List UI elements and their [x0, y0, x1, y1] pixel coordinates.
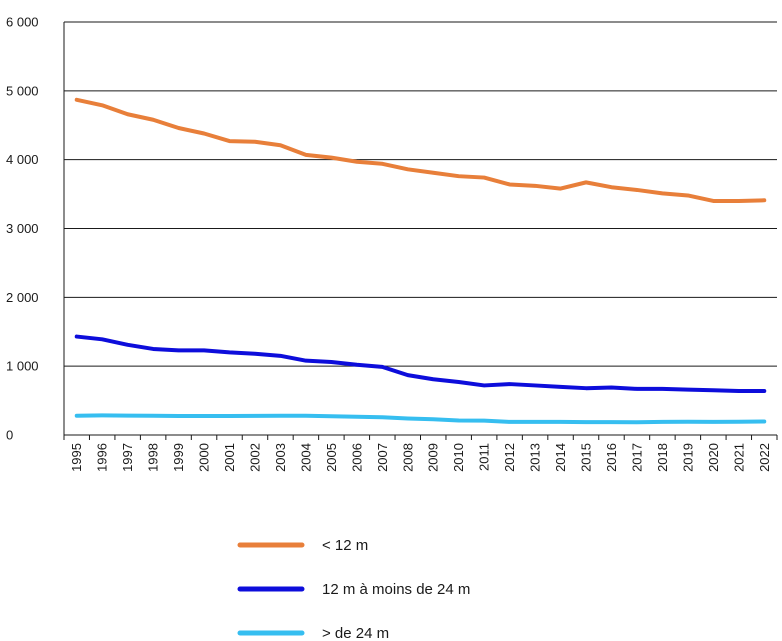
- x-tick-label: 2019: [680, 443, 695, 472]
- x-tick-label: 2017: [629, 443, 644, 472]
- x-tick-label: 1995: [69, 443, 84, 472]
- x-tick-label: 2001: [222, 443, 237, 472]
- x-tick-label: 2015: [579, 443, 594, 472]
- legend-label: < 12 m: [322, 537, 368, 554]
- x-tick-label: 2010: [451, 443, 466, 472]
- series-line-3: [74, 413, 767, 425]
- x-tick-label: 1996: [95, 443, 110, 472]
- x-tick-label: 2006: [349, 443, 364, 472]
- legend-label: > de 24 m: [322, 625, 389, 641]
- series-line-2: [74, 334, 767, 393]
- x-tick-label: 2022: [757, 443, 772, 472]
- y-tick-label: 0: [6, 428, 13, 443]
- x-tick-label: 2007: [375, 443, 390, 472]
- series-line-1: [74, 97, 767, 203]
- legend-item: < 12 m: [237, 537, 368, 554]
- x-tick-label: 2002: [247, 443, 262, 472]
- x-tick-label: 2012: [502, 443, 517, 472]
- y-tick-label: 4 000: [6, 152, 39, 167]
- y-tick-label: 3 000: [6, 221, 39, 236]
- legend-item: > de 24 m: [237, 625, 389, 641]
- x-tick-label: 2009: [426, 443, 441, 472]
- y-tick-label: 1 000: [6, 359, 39, 374]
- y-axis: 0 1 000 2 000 3 000 4 000 5 000 6 000: [6, 15, 65, 443]
- x-tick-label: 2018: [655, 443, 670, 472]
- legend-label: 12 m à moins de 24 m: [322, 581, 470, 598]
- y-tick-label: 6 000: [6, 15, 39, 30]
- x-tick-label: 2004: [298, 443, 313, 472]
- x-axis: 1995 1996 1997 1998 1999 2000 2001 2002 2003 2004…: [63, 434, 778, 472]
- x-tick-label: 2021: [731, 443, 746, 472]
- x-tick-label: 1999: [171, 443, 186, 472]
- gridlines: [64, 21, 777, 367]
- x-tick-label: 2000: [197, 443, 212, 472]
- x-tick-label: 2003: [273, 443, 288, 472]
- y-tick-label: 5 000: [6, 83, 39, 98]
- x-tick-label: 1997: [120, 443, 135, 472]
- x-tick-label: 1998: [146, 443, 161, 472]
- x-tick-label: 2020: [706, 443, 721, 472]
- legend: < 12 m 12 m à moins de 24 m > de 24 m: [237, 537, 470, 641]
- legend-item: 12 m à moins de 24 m: [237, 581, 470, 598]
- x-tick-label: 2011: [477, 443, 492, 471]
- x-tick-label: 2014: [553, 443, 568, 472]
- x-tick-label: 2008: [400, 443, 415, 472]
- x-tick-label: 2005: [324, 443, 339, 472]
- y-tick-label: 2 000: [6, 290, 39, 305]
- series-lines: [74, 97, 767, 425]
- x-tick-label: 2016: [604, 443, 619, 472]
- x-tick-label: 2013: [528, 443, 543, 472]
